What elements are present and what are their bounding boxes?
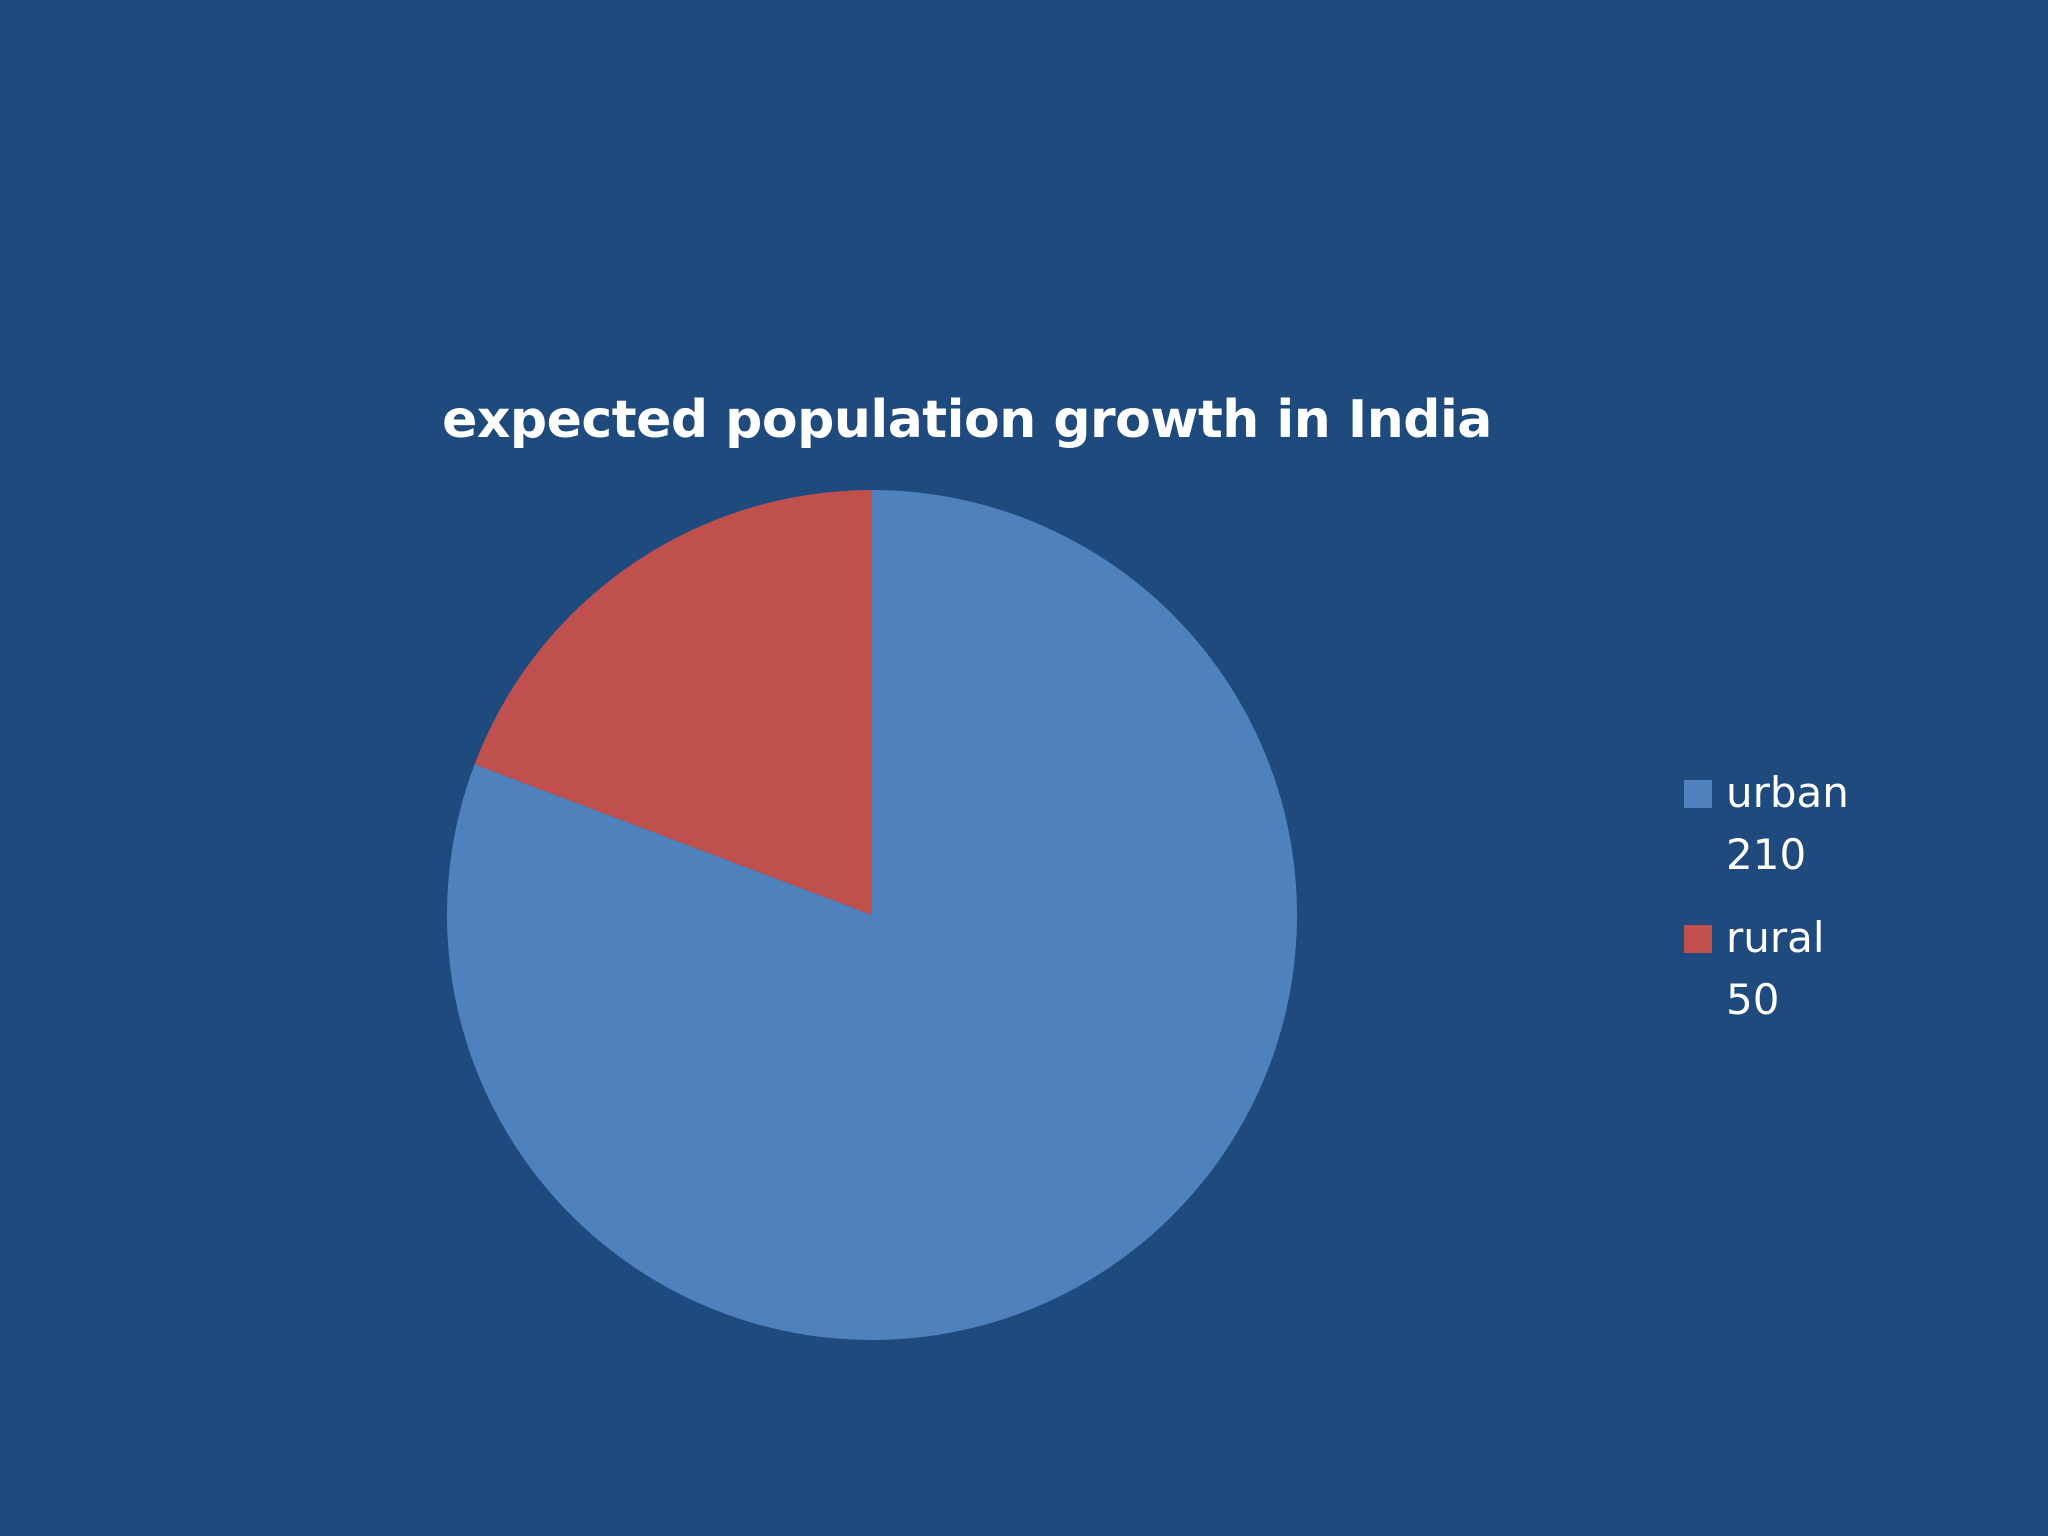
legend-label-urban: urban xyxy=(1726,768,1849,817)
chart-title: expected population growth in India xyxy=(442,390,1492,450)
legend-item-urban: urban 210 xyxy=(1684,762,1984,907)
pie-slice-urban xyxy=(447,490,1297,1341)
legend-swatch-urban xyxy=(1684,780,1712,808)
pie-slice-rural xyxy=(474,490,872,915)
legend-swatch-rural xyxy=(1684,925,1712,953)
legend-label-rural: rural xyxy=(1726,913,1825,962)
legend: urban 210 rural 50 xyxy=(1684,762,1984,1052)
legend-item-rural: rural 50 xyxy=(1684,907,1984,1052)
pie-slices xyxy=(447,490,1297,1341)
legend-value-urban: 210 xyxy=(1726,830,1807,879)
legend-value-rural: 50 xyxy=(1726,975,1780,1024)
